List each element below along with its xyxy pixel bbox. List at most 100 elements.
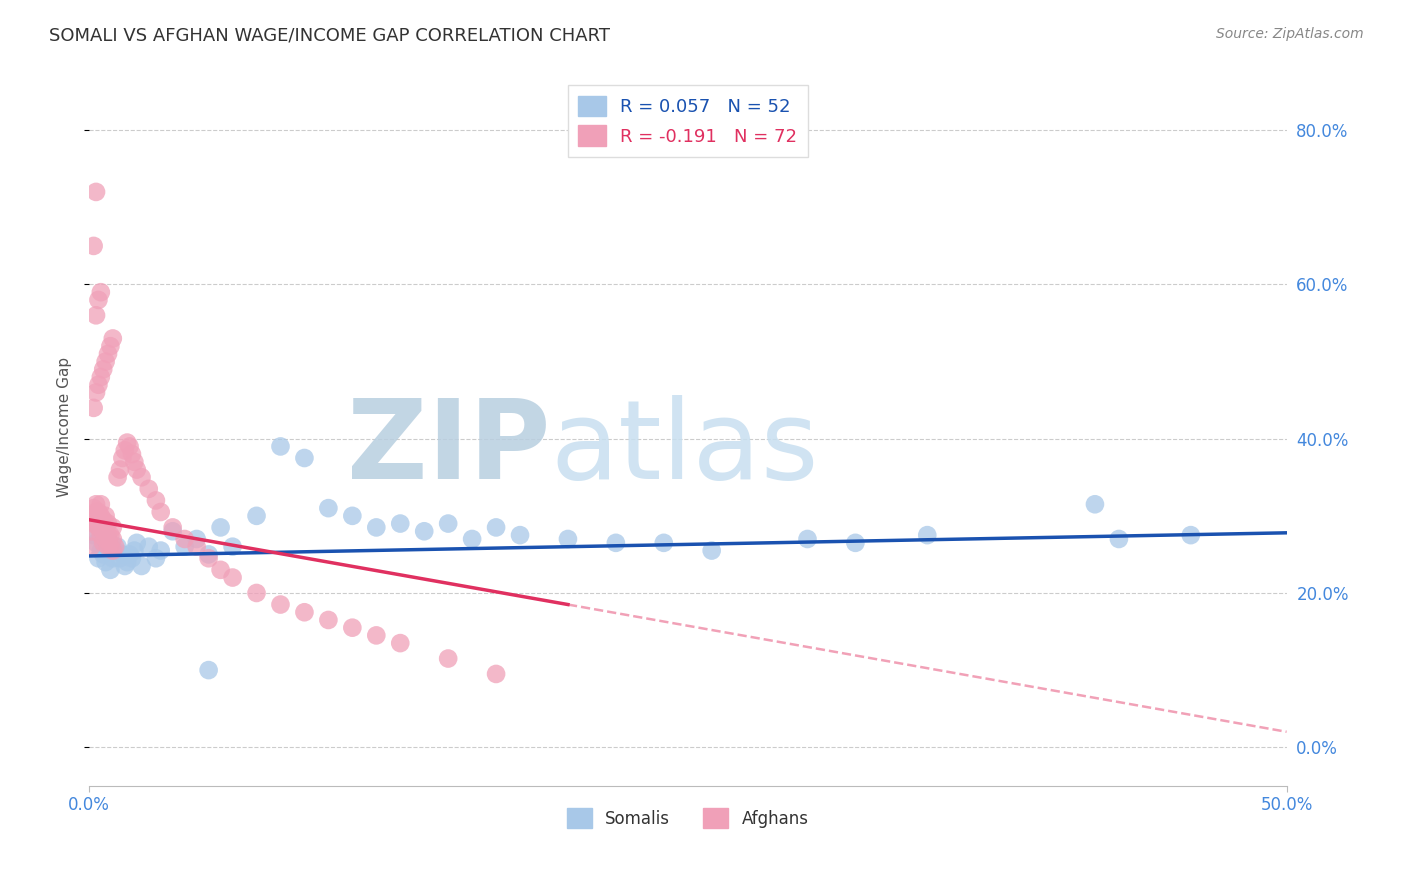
Point xyxy=(94,555,117,569)
Point xyxy=(97,347,120,361)
Point xyxy=(114,559,136,574)
Point xyxy=(87,377,110,392)
Point xyxy=(90,497,112,511)
Point xyxy=(83,516,105,531)
Point xyxy=(269,598,291,612)
Point xyxy=(97,516,120,531)
Point xyxy=(101,551,124,566)
Point xyxy=(557,532,579,546)
Point xyxy=(83,501,105,516)
Text: atlas: atlas xyxy=(550,395,818,502)
Point xyxy=(84,497,107,511)
Point xyxy=(162,520,184,534)
Point xyxy=(173,540,195,554)
Point xyxy=(509,528,531,542)
Point xyxy=(245,508,267,523)
Point xyxy=(100,339,122,353)
Point xyxy=(437,651,460,665)
Point xyxy=(245,586,267,600)
Point xyxy=(149,543,172,558)
Point xyxy=(485,520,508,534)
Point xyxy=(125,462,148,476)
Point xyxy=(80,540,103,554)
Point xyxy=(917,528,939,542)
Point xyxy=(485,667,508,681)
Point xyxy=(197,663,219,677)
Point xyxy=(131,470,153,484)
Point xyxy=(124,455,146,469)
Point xyxy=(221,570,243,584)
Point xyxy=(104,540,127,554)
Point xyxy=(366,628,388,642)
Point xyxy=(87,513,110,527)
Point xyxy=(1084,497,1107,511)
Point xyxy=(101,331,124,345)
Point xyxy=(342,621,364,635)
Point xyxy=(115,435,138,450)
Point xyxy=(162,524,184,539)
Point xyxy=(197,551,219,566)
Point xyxy=(700,543,723,558)
Point xyxy=(91,524,114,539)
Point xyxy=(461,532,484,546)
Point xyxy=(269,439,291,453)
Point xyxy=(118,439,141,453)
Point xyxy=(111,548,134,562)
Point xyxy=(145,493,167,508)
Y-axis label: Wage/Income Gap: Wage/Income Gap xyxy=(58,357,72,497)
Point xyxy=(101,543,124,558)
Point xyxy=(80,524,103,539)
Point xyxy=(90,508,112,523)
Point xyxy=(145,551,167,566)
Point xyxy=(294,605,316,619)
Point xyxy=(1180,528,1202,542)
Point xyxy=(318,613,340,627)
Point xyxy=(101,520,124,534)
Text: ZIP: ZIP xyxy=(347,395,550,502)
Point xyxy=(186,540,208,554)
Point xyxy=(94,354,117,368)
Point xyxy=(366,520,388,534)
Point xyxy=(124,543,146,558)
Point xyxy=(209,520,232,534)
Point xyxy=(389,516,412,531)
Point xyxy=(91,548,114,562)
Point xyxy=(87,505,110,519)
Point xyxy=(100,563,122,577)
Text: SOMALI VS AFGHAN WAGE/INCOME GAP CORRELATION CHART: SOMALI VS AFGHAN WAGE/INCOME GAP CORRELA… xyxy=(49,27,610,45)
Point xyxy=(121,551,143,566)
Point xyxy=(83,528,105,542)
Point xyxy=(114,443,136,458)
Point xyxy=(83,508,105,523)
Point xyxy=(107,470,129,484)
Point xyxy=(294,450,316,465)
Point xyxy=(318,501,340,516)
Point xyxy=(342,508,364,523)
Point xyxy=(605,536,627,550)
Point xyxy=(90,543,112,558)
Point xyxy=(108,551,131,566)
Point xyxy=(389,636,412,650)
Point xyxy=(437,516,460,531)
Point xyxy=(94,532,117,546)
Point xyxy=(97,528,120,542)
Point xyxy=(87,551,110,566)
Point xyxy=(97,532,120,546)
Point xyxy=(94,508,117,523)
Point xyxy=(94,520,117,534)
Point xyxy=(87,520,110,534)
Point xyxy=(149,505,172,519)
Point xyxy=(84,385,107,400)
Point xyxy=(118,548,141,562)
Point xyxy=(197,548,219,562)
Point xyxy=(101,532,124,546)
Point xyxy=(91,362,114,376)
Point xyxy=(84,505,107,519)
Point xyxy=(87,293,110,307)
Text: Source: ZipAtlas.com: Source: ZipAtlas.com xyxy=(1216,27,1364,41)
Point xyxy=(844,536,866,550)
Point xyxy=(125,536,148,550)
Point xyxy=(111,450,134,465)
Point xyxy=(796,532,818,546)
Point xyxy=(138,482,160,496)
